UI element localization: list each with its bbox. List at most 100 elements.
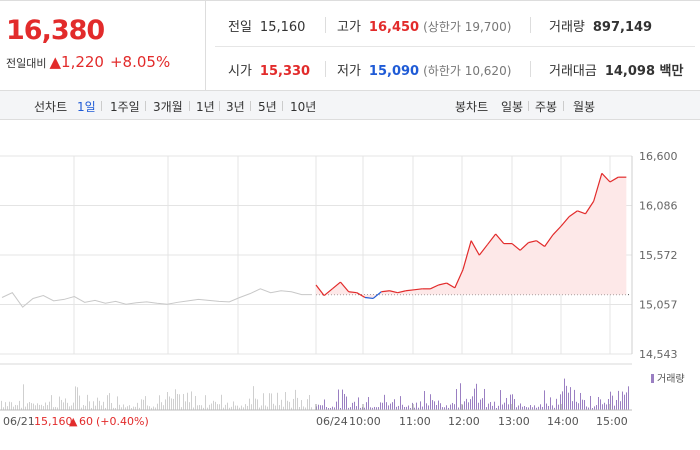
stat-value: 15,330	[259, 64, 311, 79]
change-label: 전일대비	[6, 57, 47, 70]
volume-bar	[468, 402, 469, 410]
volume-bar	[285, 392, 286, 410]
y-tick-label: 16,086	[639, 199, 678, 212]
volume-bar	[61, 399, 62, 410]
volume-bar	[143, 399, 144, 410]
volume-bar	[281, 399, 282, 410]
volume-bar	[504, 402, 505, 410]
volume-bar	[528, 407, 529, 410]
tab-3m[interactable]: 3개월	[153, 100, 183, 114]
x-tick-label: 10:00	[349, 415, 381, 428]
stat-label: 고가	[337, 20, 361, 35]
volume-bar	[51, 395, 52, 410]
volume-bar	[444, 407, 445, 410]
volume-bar	[616, 399, 617, 410]
tab-1y[interactable]: 1년	[196, 100, 215, 114]
volume-bar	[422, 406, 423, 410]
stat-value: 897,149	[592, 20, 653, 35]
today-price-line	[315, 172, 627, 300]
volume-bar	[305, 407, 306, 410]
volume-bar	[237, 405, 238, 410]
volume-bar	[568, 392, 569, 410]
period-tab-bar: 선차트 1일 1주일 3개월 1년 3년 5년 10년 봉차트 일봉 주봉 월봉	[0, 90, 700, 120]
x-axis: 06/24 10:00 11:00 12:00 13:00 14:00 15:00	[0, 363, 632, 428]
today-line-segment	[528, 240, 537, 244]
today-line-segment	[478, 244, 488, 256]
volume-bar	[279, 405, 280, 410]
volume-bar	[454, 404, 455, 410]
volume-bar	[207, 407, 208, 410]
tab-daily-candle[interactable]: 일봉	[501, 100, 524, 114]
volume-bar	[584, 400, 585, 410]
volume-bar	[309, 394, 310, 410]
volume-bar	[135, 406, 136, 410]
volume-bar	[89, 401, 90, 410]
volume-bar	[63, 402, 64, 410]
tab-1w[interactable]: 1주일	[110, 100, 140, 114]
volume-bar	[269, 393, 270, 410]
volume-bar	[506, 397, 507, 410]
volume-bar	[155, 407, 156, 410]
volume-bar	[366, 402, 367, 410]
volume-bar	[356, 406, 357, 410]
price-chart[interactable]: 16,600 16,086 15,572 15,057 14,543 06/24 10:0…	[0, 118, 700, 450]
volume-bar	[201, 405, 202, 410]
today-line-segment	[315, 284, 325, 296]
tab-5y[interactable]: 5년	[258, 100, 277, 114]
volume-bar	[608, 398, 609, 410]
volume-bar	[438, 400, 439, 410]
volume-bar	[368, 397, 369, 410]
volume-bar	[99, 400, 100, 410]
tab-weekly-candle[interactable]: 주봉	[535, 100, 558, 114]
tab-3y[interactable]: 3년	[226, 100, 245, 114]
volume-bar	[239, 407, 240, 410]
volume-bar	[318, 404, 319, 410]
volume-bar	[259, 407, 260, 410]
volume-bar	[484, 388, 485, 410]
volume-bar	[173, 398, 174, 410]
volume-bar	[452, 402, 453, 410]
stat-sub: (하한가 10,620)	[423, 64, 512, 78]
volume-bar	[440, 403, 441, 410]
volume-bar	[37, 403, 38, 410]
volume-bar	[524, 406, 525, 410]
volume-bar	[123, 404, 124, 410]
divider	[325, 17, 326, 33]
current-price: 16,380	[6, 15, 105, 46]
volume-bar	[107, 395, 108, 410]
volume-bar	[227, 402, 228, 410]
volume-bar	[157, 403, 158, 410]
tab-10y[interactable]: 10년	[290, 100, 317, 114]
volume-bar	[15, 404, 16, 410]
volume-bar	[502, 404, 503, 410]
volume-bar	[522, 406, 523, 410]
stat-value: 16,450	[368, 20, 420, 35]
today-line-segment	[487, 233, 497, 245]
volume-bar	[618, 390, 619, 410]
stat-label: 거래대금	[549, 64, 597, 79]
volume-bar	[424, 391, 425, 410]
volume-bar	[494, 401, 495, 410]
volume-bar	[7, 406, 8, 410]
volume-bar	[378, 407, 379, 410]
volume-bar	[47, 405, 48, 410]
today-line-segment	[577, 210, 586, 215]
volume-bar	[432, 400, 433, 410]
volume-bar	[131, 407, 132, 410]
volume-bar	[295, 389, 296, 410]
volume-bar	[111, 403, 112, 410]
row-divider	[215, 46, 695, 47]
volume-bar	[486, 407, 487, 410]
volume-bar	[448, 407, 449, 410]
y-tick-label: 15,057	[639, 299, 678, 312]
volume-bar	[466, 398, 467, 410]
volume-bar	[87, 394, 88, 410]
today-line-segment	[552, 225, 562, 236]
tab-monthly-candle[interactable]: 월봉	[573, 100, 596, 114]
volume-bar	[23, 384, 24, 410]
tab-1d[interactable]: 1일	[77, 100, 96, 114]
today-line-segment	[462, 240, 472, 270]
volume-bar	[434, 401, 435, 410]
volume-bar	[267, 406, 268, 410]
volume-bar	[540, 404, 541, 410]
